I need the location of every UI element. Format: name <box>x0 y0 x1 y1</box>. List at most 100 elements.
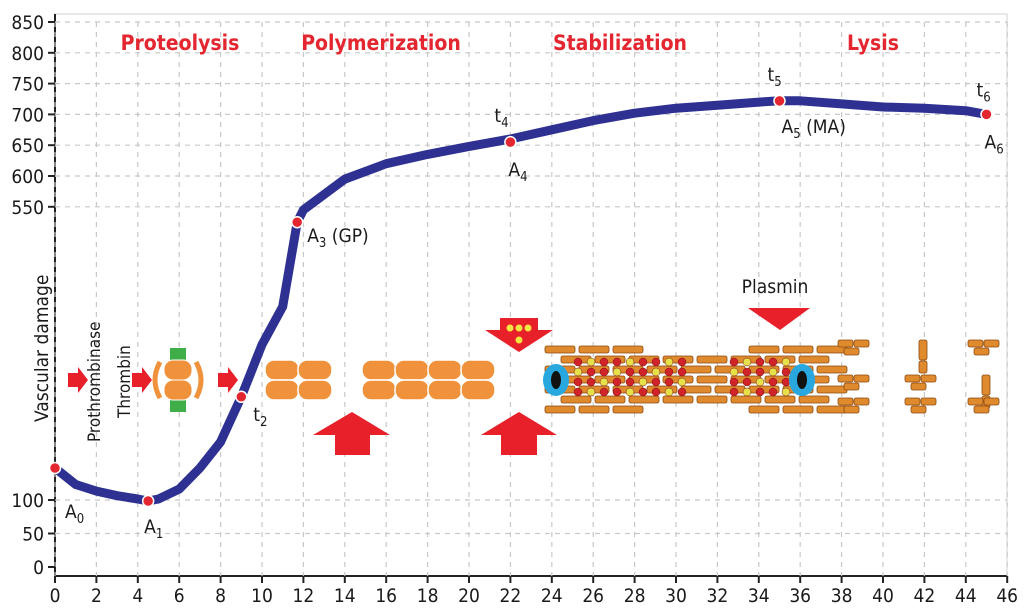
crosslink-dot <box>599 377 609 387</box>
fibrin-fiber <box>782 405 814 414</box>
data-point-marker <box>773 94 786 108</box>
crosslink-dot <box>729 387 739 397</box>
point-label-a4: A4 <box>508 159 527 185</box>
crosslink-dot <box>651 387 661 397</box>
x-tick-label: 2 <box>91 585 102 607</box>
crosslink-dot <box>651 377 661 387</box>
fibrin-fragment <box>853 374 870 383</box>
crosslink-dot <box>599 387 609 397</box>
crosslink-dot <box>677 377 687 387</box>
crosslink-dot <box>664 357 674 367</box>
x-tick-label: 32 <box>707 585 729 607</box>
y-tick-label: 100 <box>11 490 44 512</box>
crosslink-dot <box>573 367 583 377</box>
x-tick-label: 6 <box>174 585 185 607</box>
crosslink-dot <box>664 367 674 377</box>
fibrin-fragment <box>853 339 870 348</box>
fibrin-fragment <box>918 339 928 361</box>
fibrin-fragment <box>967 339 984 348</box>
crosslink-dot <box>729 357 739 367</box>
crosslink-dot <box>599 357 609 367</box>
y-tick-label: 550 <box>11 197 44 219</box>
fibrin-fiber <box>798 355 830 364</box>
stabilized-clot <box>543 345 848 414</box>
x-tick-label: 14 <box>334 585 356 607</box>
phase-stabilization: Stabilization <box>553 31 687 55</box>
crosslink-dot <box>612 367 622 377</box>
fibrin-fragment <box>843 347 860 356</box>
crosslink-dot <box>742 367 752 377</box>
label-plasmin: Plasmin <box>742 276 809 298</box>
fibrin-fragment <box>973 405 990 414</box>
x-tick-label: 22 <box>500 585 522 607</box>
crosslink-dot <box>755 387 765 397</box>
y-tick-label: 50 <box>22 524 44 546</box>
crosslink-dot <box>742 377 752 387</box>
point-label-a0: A0 <box>65 501 84 527</box>
fibrin-fiber <box>798 395 830 404</box>
crosslink-dot <box>664 377 674 387</box>
crosslink-dot <box>586 387 596 397</box>
fibrin-fiber <box>748 345 780 354</box>
crosslink-dot <box>638 387 648 397</box>
crosslink-dot <box>573 357 583 367</box>
data-point-marker <box>980 108 993 121</box>
x-tick-label: 46 <box>996 585 1018 607</box>
fibrin-fragment <box>967 397 984 406</box>
fibrin-fiber <box>748 405 780 414</box>
x-tick-label: 30 <box>665 585 687 607</box>
data-point-marker <box>504 135 517 149</box>
point-label-t4: t4 <box>494 105 508 131</box>
fibrin-fiber <box>782 345 814 354</box>
prothrombin-arrows <box>68 367 238 393</box>
point-label-a6: A6 <box>985 131 1004 157</box>
crosslink-dot <box>768 357 778 367</box>
fibrin-fiber <box>544 345 576 354</box>
fibrin-fiber <box>696 375 728 384</box>
y-tick-label: 0 <box>33 557 44 579</box>
fibrin-fiber <box>594 395 626 404</box>
data-point-marker <box>141 494 155 508</box>
fibrin-fragment <box>983 397 1000 406</box>
plot-frame <box>54 13 1008 577</box>
x-tick-label: 40 <box>872 585 894 607</box>
fibrin-fragment <box>843 382 860 391</box>
crosslink-dot <box>768 367 778 377</box>
crosslink-dot <box>612 377 622 387</box>
fibrin-fragment <box>910 405 927 414</box>
crosslink-dot <box>755 357 765 367</box>
crosslink-dot <box>612 387 622 397</box>
phase-polymerization: Polymerization <box>301 31 461 55</box>
crosslink-dot <box>677 367 687 377</box>
crosslink-dot <box>625 357 635 367</box>
fibrin-fiber <box>544 405 576 414</box>
x-tick-label: 8 <box>215 585 226 607</box>
x-tick-label: 4 <box>132 585 143 607</box>
point-label-t5: t5 <box>768 64 782 90</box>
x-tick-label: 20 <box>458 585 480 607</box>
fibrin-fragment <box>904 397 921 406</box>
fibrin-fragment <box>904 374 921 383</box>
fibrin-fragment <box>983 339 1000 348</box>
y-tick-label: 650 <box>11 135 44 157</box>
x-tick-label: 18 <box>417 585 439 607</box>
crosslink-dot <box>651 357 661 367</box>
fibrin-fiber <box>696 395 728 404</box>
label-thrombin: Thrombin <box>115 345 135 419</box>
y-tick-label: 750 <box>11 74 44 96</box>
fibrin-fiber <box>696 355 728 364</box>
fibrin-fiber <box>816 405 848 414</box>
x-tick-label: 36 <box>789 585 811 607</box>
fibrin-fiber <box>816 385 848 394</box>
crosslink-dot <box>651 367 661 377</box>
data-point-marker <box>290 215 304 229</box>
crosslink-dot <box>664 387 674 397</box>
fibrin-fragment <box>837 374 854 383</box>
crosslink-dot <box>729 367 739 377</box>
crosslink-dot <box>638 377 648 387</box>
fibrin-fragment <box>920 397 937 406</box>
fibrin-fragment <box>918 360 928 374</box>
crosslink-dot <box>781 357 791 367</box>
fibrin-fiber <box>816 365 848 374</box>
phase-lysis: Lysis <box>847 31 899 55</box>
